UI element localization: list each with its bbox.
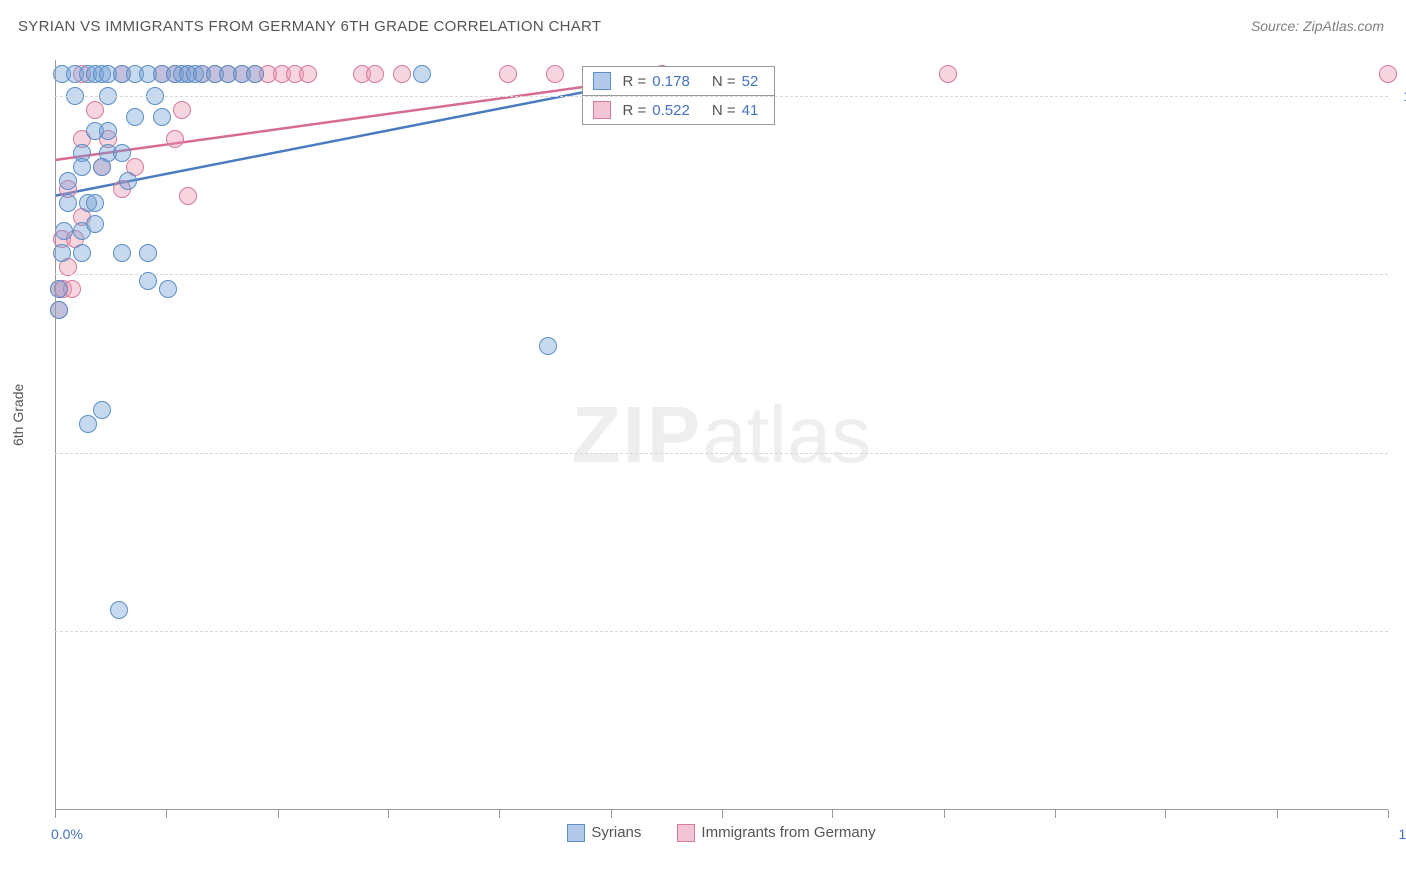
scatter-point-blue (59, 172, 77, 190)
stats-row: R = 0.522N = 41 (583, 95, 775, 124)
scatter-point-blue (93, 401, 111, 419)
gridline (55, 631, 1388, 632)
scatter-point-blue (55, 222, 73, 240)
x-tick (1388, 810, 1389, 818)
scatter-point-blue (110, 601, 128, 619)
scatter-point-pink (939, 65, 957, 83)
stats-row: R = 0.178N = 52 (583, 67, 775, 95)
scatter-point-blue (73, 158, 91, 176)
scatter-point-blue (159, 280, 177, 298)
x-tick (1277, 810, 1278, 818)
legend: Syrians Immigrants from Germany (55, 824, 1388, 842)
chart-plot-area: ZIPatlas R = 0.178N = 52R = 0.522N = 41 … (55, 60, 1388, 810)
x-axis-end-label: 100.0% (1399, 826, 1406, 842)
y-axis-line (55, 60, 56, 810)
scatter-point-pink (546, 65, 564, 83)
scatter-point-blue (86, 215, 104, 233)
scatter-point-blue (93, 158, 111, 176)
source-credit: Source: ZipAtlas.com (1251, 18, 1384, 34)
scatter-point-blue (113, 144, 131, 162)
x-tick (1055, 810, 1056, 818)
blue-swatch (593, 72, 611, 90)
scatter-point-blue (86, 194, 104, 212)
x-tick (166, 810, 167, 818)
scatter-point-blue (73, 244, 91, 262)
y-axis-title: 6th Grade (10, 384, 26, 446)
gridline (55, 96, 1388, 97)
x-tick (278, 810, 279, 818)
blue-swatch (567, 824, 585, 842)
legend-item: Immigrants from Germany (677, 824, 875, 841)
scatter-point-pink (1379, 65, 1397, 83)
x-tick (499, 810, 500, 818)
x-tick (944, 810, 945, 818)
x-tick (1165, 810, 1166, 818)
scatter-point-blue (50, 280, 68, 298)
gridline (55, 274, 1388, 275)
scatter-point-blue (50, 301, 68, 319)
scatter-point-blue (153, 108, 171, 126)
gridline (55, 453, 1388, 454)
scatter-point-pink (166, 130, 184, 148)
scatter-point-pink (86, 101, 104, 119)
scatter-point-blue (126, 108, 144, 126)
scatter-point-blue (119, 172, 137, 190)
pink-swatch (677, 824, 695, 842)
scatter-point-blue (413, 65, 431, 83)
scatter-point-blue (246, 65, 264, 83)
scatter-point-blue (59, 194, 77, 212)
scatter-points-layer (55, 60, 1388, 810)
x-tick (388, 810, 389, 818)
pink-swatch (593, 101, 611, 119)
scatter-point-blue (539, 337, 557, 355)
scatter-point-pink (179, 187, 197, 205)
chart-title: SYRIAN VS IMMIGRANTS FROM GERMANY 6TH GR… (18, 18, 601, 35)
x-tick (722, 810, 723, 818)
legend-item: Syrians (567, 824, 641, 841)
scatter-point-pink (499, 65, 517, 83)
x-tick (832, 810, 833, 818)
scatter-point-pink (393, 65, 411, 83)
x-tick (55, 810, 56, 818)
scatter-point-blue (113, 244, 131, 262)
scatter-point-pink (173, 101, 191, 119)
scatter-point-blue (79, 415, 97, 433)
scatter-point-blue (99, 122, 117, 140)
scatter-point-pink (366, 65, 384, 83)
scatter-point-blue (139, 244, 157, 262)
scatter-point-pink (299, 65, 317, 83)
x-tick (611, 810, 612, 818)
